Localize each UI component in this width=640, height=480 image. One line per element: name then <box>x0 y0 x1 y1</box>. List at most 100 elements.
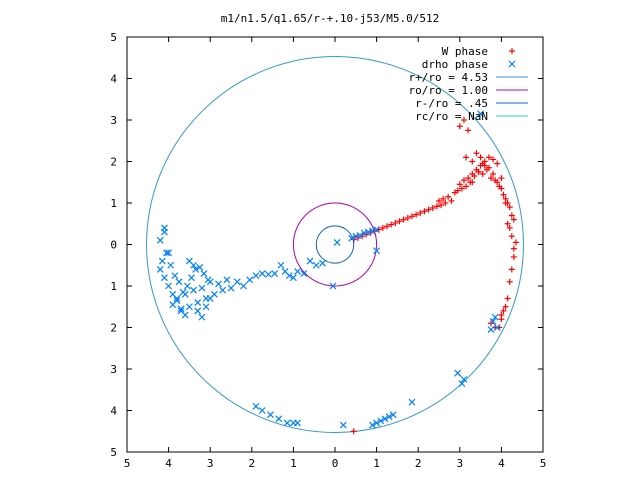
drho-phase-point <box>312 261 320 269</box>
w-phase-point <box>442 200 449 206</box>
y-tick-label: 1 <box>110 280 117 293</box>
w-phase-point <box>460 117 467 123</box>
drho-phase-point <box>267 411 274 419</box>
y-tick-label: 2 <box>110 156 117 169</box>
drho-phase-point <box>165 282 173 290</box>
y-tick-label: 0 <box>110 239 117 252</box>
w-phase-point <box>506 224 513 231</box>
legend-label: r+/ro = 4.53 <box>409 71 488 84</box>
drho-phase-point <box>198 313 206 321</box>
w-phase-point <box>494 179 501 186</box>
drho-phase-point <box>348 234 356 242</box>
y-tick-label: 4 <box>110 405 117 418</box>
drho-phase-point <box>339 421 347 429</box>
w-phase-point <box>510 216 517 223</box>
data-series <box>156 110 519 435</box>
drho-phase-point <box>477 110 485 118</box>
circle-1 <box>292 202 378 287</box>
drho-phase-point <box>389 411 397 419</box>
w-phase-point <box>508 233 515 240</box>
drho-phase-point <box>158 257 166 265</box>
w-phase-point <box>508 266 515 273</box>
drho-phase-point <box>289 274 297 282</box>
w-phase-point <box>477 154 484 161</box>
drho-phase-point <box>373 247 381 255</box>
y-tick-label: 3 <box>110 114 117 127</box>
w-phase-point <box>429 204 436 211</box>
x-tick-label: 1 <box>290 457 297 470</box>
y-tick-label: 3 <box>110 363 117 376</box>
y-tick-labels: 5 4 3 2 1 0 1 2 3 4 5 <box>110 31 117 459</box>
legend-label: rc/ro = NaN <box>415 110 488 123</box>
legend-label: r-/ro = .45 <box>415 97 488 110</box>
chart-title: m1/n1.5/q1.65/r-+.10-j53/M5.0/512 <box>221 12 440 25</box>
drho-phase-point <box>188 274 195 282</box>
w-phase-point <box>494 160 501 167</box>
w-phase-point <box>396 218 403 225</box>
w-phase-point <box>485 164 492 171</box>
circle-2 <box>315 225 355 264</box>
drho-phase-point <box>294 268 301 275</box>
w-phase-point <box>438 202 445 209</box>
drho-phase-point <box>356 231 364 239</box>
drho-phase-point <box>275 415 283 423</box>
drho-phase-point <box>329 282 337 290</box>
w-phase-point <box>500 191 507 198</box>
drho-phase-point <box>194 307 202 315</box>
drho-phase-point <box>173 297 181 304</box>
drho-phase-point <box>369 227 376 235</box>
drho-phase-point <box>487 326 495 333</box>
legend-label: ro/ro = 1.00 <box>409 84 488 97</box>
drho-phase-point <box>460 375 468 383</box>
y-tick-label: 2 <box>110 322 117 335</box>
w-phase-point <box>471 173 478 180</box>
w-phase-point <box>502 200 509 206</box>
w-phase-point <box>512 239 519 246</box>
w-phase-point <box>506 278 513 285</box>
w-phase-point <box>392 219 399 226</box>
w-phase-point <box>506 204 513 211</box>
drho-phase-point <box>204 276 212 284</box>
drho-phase-point <box>252 272 260 280</box>
w-phase-point <box>469 158 476 165</box>
w-phase-point <box>510 245 517 252</box>
w-phase-point <box>504 295 511 302</box>
w-phase-point <box>498 175 505 182</box>
w-phase-point <box>440 195 447 202</box>
w-phase-point <box>417 209 424 216</box>
drho-phase-point <box>161 274 168 282</box>
x-tick-label: 4 <box>498 457 505 470</box>
w-phase-point <box>490 156 497 163</box>
w-phase-point <box>445 193 452 200</box>
w-phase-point <box>485 154 492 161</box>
x-tick-label: 5 <box>124 457 131 470</box>
drho-phase-point <box>381 415 389 423</box>
drho-phase-point <box>491 313 499 321</box>
drho-phase-point <box>319 259 326 267</box>
drho-phase-point <box>167 261 175 269</box>
x-tick-label: 2 <box>415 457 422 470</box>
w-phase-point <box>448 197 455 204</box>
w-phase-point <box>458 185 465 192</box>
w-phase-point <box>479 170 486 177</box>
w-phase-point <box>465 127 472 134</box>
drho-phase-point <box>198 284 206 292</box>
w-phase-point <box>473 150 480 157</box>
drho-phase-point <box>185 303 193 311</box>
w-phase-point <box>400 216 407 223</box>
w-phase-point <box>388 221 395 228</box>
drho-phase-point <box>283 419 291 427</box>
w-phase-point <box>456 123 463 130</box>
w-phase-point <box>454 187 461 194</box>
drho-phase-point <box>333 239 341 246</box>
w-phase-point <box>413 211 420 218</box>
drho-phase-point <box>190 286 197 294</box>
drho-phase-point <box>246 276 254 284</box>
w-phase-point <box>404 214 411 221</box>
w-phase-point <box>465 175 472 182</box>
drho-phase-point <box>192 265 200 273</box>
drho-phase-point <box>294 419 301 427</box>
y-tick-label: 1 <box>110 197 117 210</box>
drho-phase-point <box>177 305 185 313</box>
